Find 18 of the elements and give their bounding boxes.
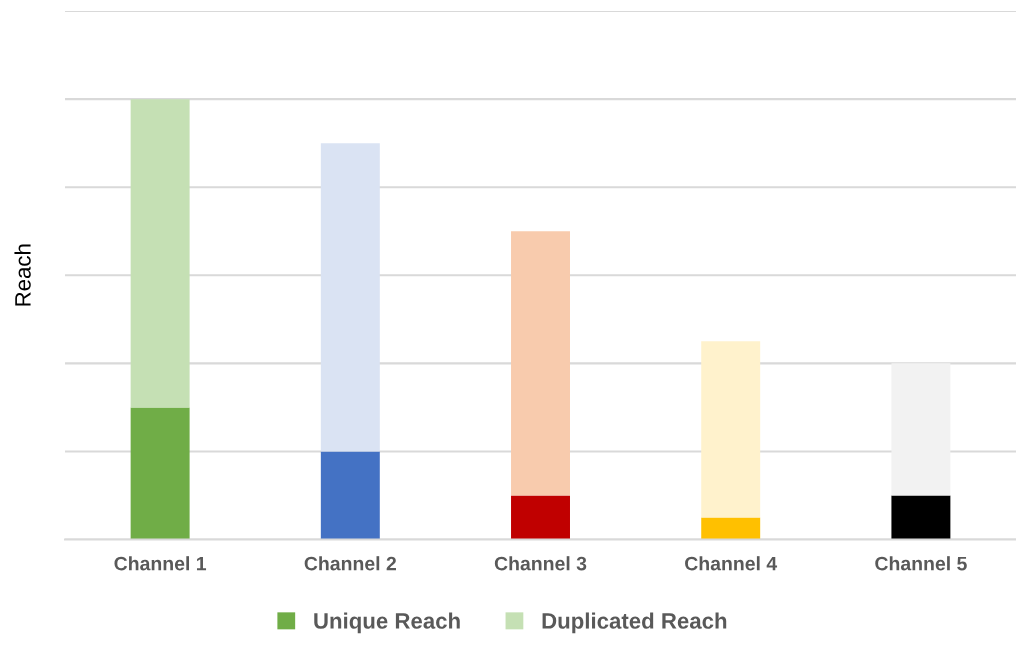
- bar: [701, 517, 761, 540]
- bar: [701, 341, 761, 518]
- bar: [320, 451, 380, 540]
- bar: [511, 231, 570, 496]
- x-tick-label: Channel 5: [875, 556, 967, 571]
- bar: [891, 495, 951, 540]
- bar: [511, 495, 570, 540]
- x-tick-label: Channel 4: [685, 556, 778, 571]
- bar: [130, 99, 190, 408]
- bar: [320, 143, 380, 452]
- bar: [130, 407, 190, 540]
- x-tick-label: Channel 1: [114, 556, 207, 571]
- y-axis-title: Reach: [14, 244, 31, 306]
- x-tick-label: Channel 2: [304, 556, 396, 571]
- x-tick-label: Channel 3: [494, 556, 587, 571]
- bar: [891, 363, 951, 496]
- legend-label: Duplicated Reach: [542, 612, 727, 634]
- legend-label: Unique Reach: [314, 612, 460, 634]
